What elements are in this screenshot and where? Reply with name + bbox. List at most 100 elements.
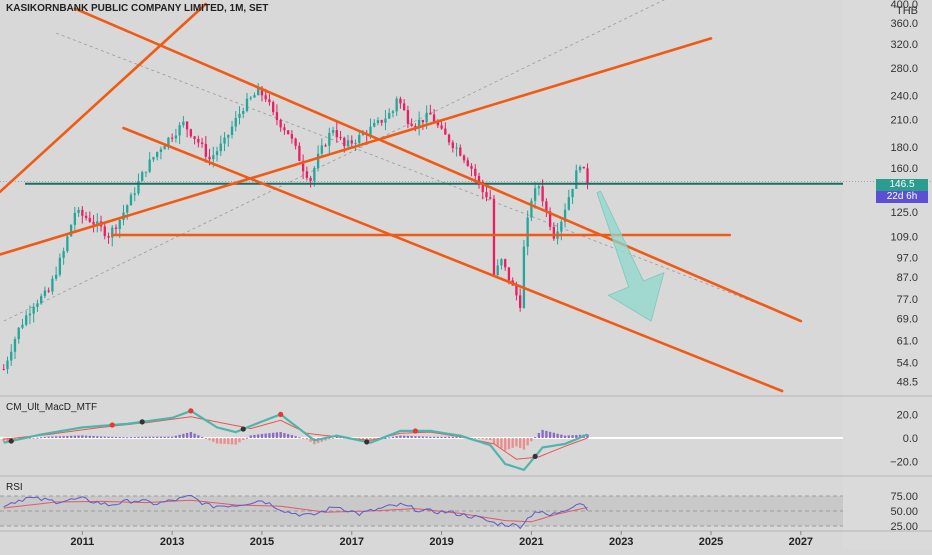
candle[interactable] (301, 154, 305, 180)
macd-signal-line[interactable] (3, 416, 588, 460)
candle[interactable] (444, 122, 447, 135)
candle[interactable] (477, 172, 481, 189)
candle[interactable] (28, 305, 32, 325)
candle[interactable] (560, 219, 563, 241)
macd-line[interactable] (3, 409, 588, 472)
candle[interactable] (148, 152, 151, 174)
channel-line[interactable] (73, 7, 803, 323)
candle[interactable] (309, 175, 312, 188)
candle[interactable] (331, 126, 335, 136)
candle[interactable] (141, 170, 144, 182)
rsi-indicator-label[interactable]: RSI (6, 482, 23, 493)
candle[interactable] (320, 138, 323, 158)
candle[interactable] (182, 116, 185, 128)
candle[interactable] (178, 122, 181, 145)
candle[interactable] (133, 187, 136, 202)
candle[interactable] (152, 156, 155, 163)
candle[interactable] (170, 133, 174, 143)
candle[interactable] (373, 119, 376, 128)
candle[interactable] (227, 134, 230, 147)
rsi-pane[interactable] (0, 494, 843, 530)
candle[interactable] (399, 96, 402, 109)
candle[interactable] (268, 94, 271, 106)
candle[interactable] (489, 189, 492, 200)
candle[interactable] (245, 92, 249, 113)
candle[interactable] (32, 303, 35, 323)
channel-line[interactable] (122, 126, 784, 393)
candle[interactable] (185, 120, 189, 138)
candle[interactable] (402, 99, 406, 111)
candle[interactable] (47, 287, 50, 293)
candle[interactable] (230, 120, 234, 139)
candle[interactable] (410, 118, 413, 127)
rsi-ma-line[interactable] (3, 499, 588, 523)
candle[interactable] (335, 121, 338, 143)
candle[interactable] (215, 146, 219, 162)
candle[interactable] (545, 198, 548, 218)
candle[interactable] (328, 127, 331, 155)
candle[interactable] (429, 104, 432, 115)
candle[interactable] (470, 163, 473, 177)
candle[interactable] (51, 275, 54, 295)
candle[interactable] (174, 128, 178, 143)
candle[interactable] (10, 344, 13, 366)
candle[interactable] (54, 266, 58, 281)
candle[interactable] (58, 253, 62, 277)
candle[interactable] (294, 137, 297, 150)
candle[interactable] (96, 213, 99, 233)
candle[interactable] (462, 154, 466, 164)
candle[interactable] (298, 142, 301, 162)
macd-pane[interactable] (0, 408, 843, 472)
candle[interactable] (77, 207, 80, 217)
candle[interactable] (249, 96, 252, 101)
candle[interactable] (376, 117, 380, 126)
candle[interactable] (114, 224, 118, 235)
candle[interactable] (2, 364, 5, 371)
candle[interactable] (451, 140, 454, 153)
candle[interactable] (417, 111, 421, 136)
candle[interactable] (6, 356, 9, 374)
price-pane[interactable] (0, 0, 932, 393)
candle[interactable] (17, 327, 20, 344)
candle[interactable] (204, 136, 207, 163)
candle[interactable] (103, 223, 106, 240)
candle[interactable] (432, 109, 436, 123)
candle[interactable] (43, 286, 47, 299)
candle[interactable] (530, 198, 533, 222)
candle[interactable] (275, 104, 279, 126)
candle[interactable] (548, 207, 552, 231)
candle[interactable] (365, 130, 368, 144)
candle[interactable] (552, 222, 556, 241)
candle[interactable] (122, 204, 125, 226)
candle[interactable] (200, 137, 204, 148)
candle[interactable] (388, 108, 391, 120)
candle[interactable] (272, 100, 275, 116)
candle[interactable] (563, 203, 567, 228)
candle[interactable] (40, 293, 43, 305)
candle[interactable] (238, 106, 241, 125)
candle[interactable] (167, 136, 170, 150)
candle[interactable] (522, 239, 526, 309)
candle[interactable] (193, 136, 196, 145)
candle[interactable] (156, 151, 159, 161)
channel-line[interactable] (0, 2, 208, 194)
candle[interactable] (459, 144, 462, 157)
candle[interactable] (537, 182, 541, 196)
candle[interactable] (223, 132, 226, 152)
candle[interactable] (496, 259, 499, 277)
candle[interactable] (62, 247, 65, 265)
candle[interactable] (567, 189, 570, 211)
candle[interactable] (526, 210, 529, 256)
candle[interactable] (380, 119, 383, 126)
candle[interactable] (466, 157, 469, 167)
candle[interactable] (69, 224, 73, 237)
candle[interactable] (73, 206, 77, 231)
candle[interactable] (129, 192, 133, 206)
candle[interactable] (339, 130, 342, 141)
candle[interactable] (346, 134, 350, 150)
candle[interactable] (189, 128, 193, 139)
candle[interactable] (13, 336, 17, 359)
candle[interactable] (582, 166, 585, 169)
